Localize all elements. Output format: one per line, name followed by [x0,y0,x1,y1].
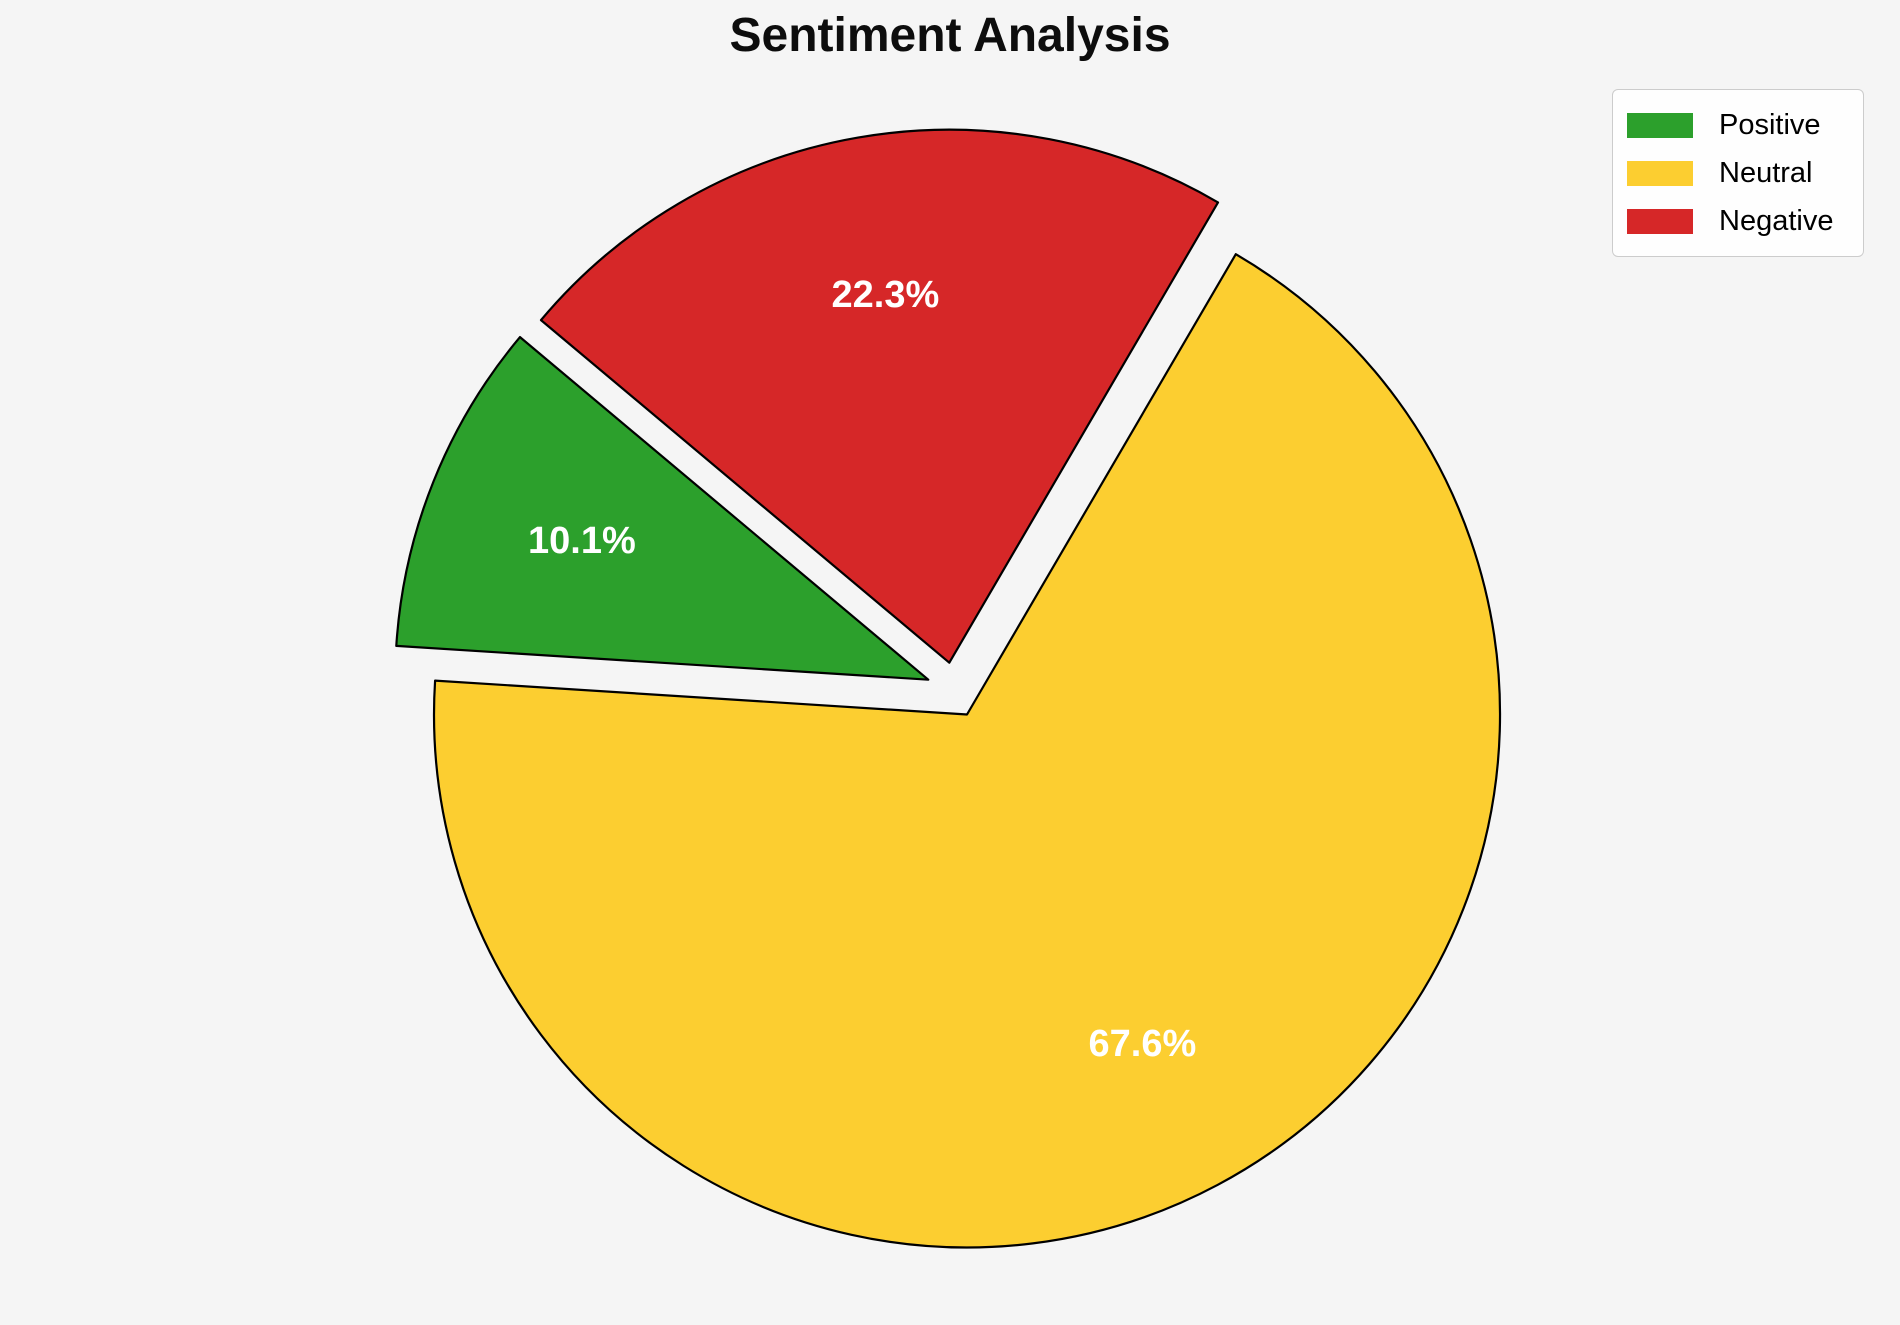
legend-swatch-negative-icon [1627,208,1693,234]
legend-box: Positive Neutral Negative [1612,89,1864,257]
legend-label-negative: Negative [1719,204,1834,237]
chart-title: Sentiment Analysis [729,9,1171,62]
legend-label-positive: Positive [1719,108,1821,141]
pie-slice-negative [539,128,1220,664]
legend-item-positive: Positive [1627,101,1849,149]
legend-item-neutral: Neutral [1627,149,1849,197]
legend-item-negative: Negative [1627,197,1849,245]
pie-percent-label-positive: 10.1% [528,520,636,562]
legend-swatch-neutral-icon [1627,160,1693,186]
pie-slice-neutral [432,253,1502,1249]
pie-percent-label-neutral: 67.6% [1089,1023,1197,1065]
pie-slice-positive [395,336,930,681]
pie-percent-label-negative: 22.3% [832,274,940,316]
legend-label-neutral: Neutral [1719,156,1813,189]
legend-swatch-positive-icon [1627,112,1693,138]
